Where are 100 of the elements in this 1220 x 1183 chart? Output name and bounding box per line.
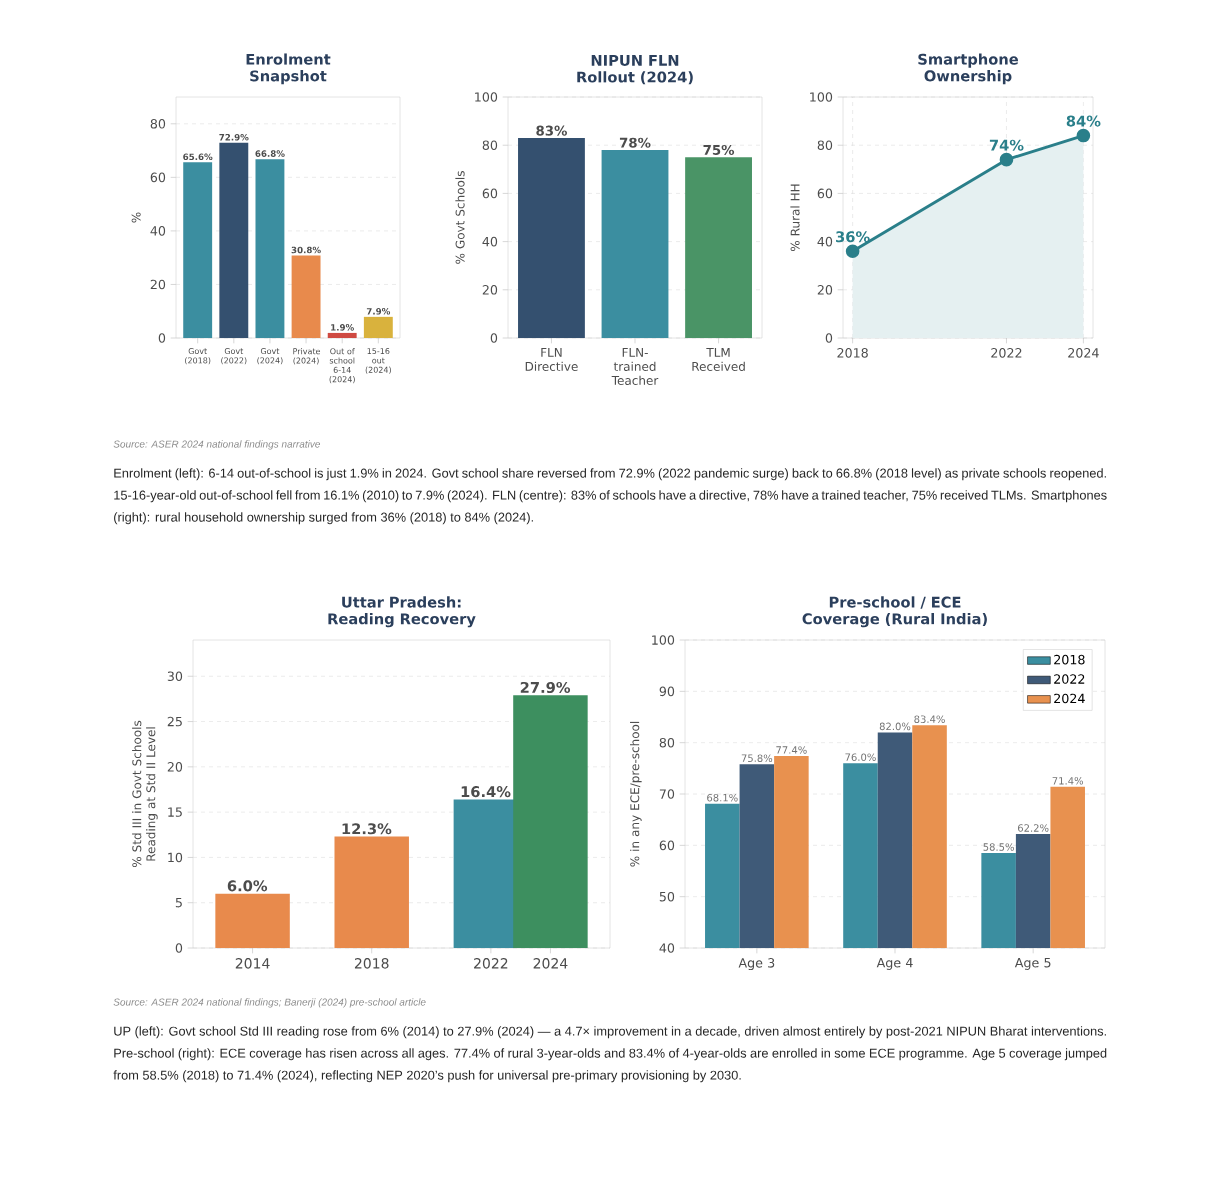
y-tick-label: 60 — [659, 840, 675, 851]
y-axis-title: % Govt Schools — [455, 171, 465, 264]
y-tick-label: 40 — [482, 236, 498, 247]
y-tick-label: 60 — [817, 188, 833, 199]
y-tick-label: 80 — [150, 119, 166, 129]
data-label: 82.0% — [879, 722, 911, 731]
y-tick-label: 10 — [168, 852, 183, 863]
y-tick-label: 60 — [150, 172, 166, 183]
data-label: 66.8% — [255, 150, 285, 157]
bar — [363, 316, 393, 339]
x-tick-label: Private (2024) — [293, 348, 321, 365]
legend-label: 2022 — [1054, 674, 1085, 684]
data-label: 65.6% — [183, 153, 213, 161]
legend-label: 2018 — [1054, 654, 1085, 665]
data-label: 78% — [619, 137, 651, 148]
data-label: 72.9% — [219, 134, 249, 141]
y-axis-title: % — [131, 212, 141, 223]
x-tick-label: Govt (2022) — [221, 348, 247, 365]
x-tick-label: FLN Directive — [525, 348, 578, 371]
bar — [183, 162, 213, 339]
y-tick-label: 20 — [150, 279, 166, 290]
y-tick-label: 80 — [659, 737, 675, 748]
bar — [255, 159, 285, 339]
y-tick-label: 50 — [659, 891, 675, 902]
x-tick-label: Govt (2018) — [185, 348, 211, 365]
source-note: Source: ASER 2024 national findings narrative — [113, 440, 321, 450]
y-tick-label: 90 — [659, 686, 675, 697]
y-tick-label: 70 — [659, 789, 675, 799]
text: Enrolment (left): 6-14 out-of-school is just 1.9% in 2024. Govt school share reversed from 72.9% (2022 pandemic surge) back to 66.8% (2018 level) as private schools reopened. 15-16-year-old out-of-school fell from 16.1% (2010) to 7.9% (2024). FLN (centre): 83% of schools have a directive, 78% have a trained teacher, 75% received TLMs. Smartphones (right): rural household ownership surged from 36% (2018) to 84% (2024). — [114, 468, 1107, 525]
data-label: 36% — [836, 231, 870, 243]
y-tick-label: 80 — [482, 140, 498, 151]
data-label: 27.9% — [520, 681, 571, 694]
bar — [219, 142, 249, 339]
data-label: 75% — [703, 144, 735, 155]
x-tick-label: 2018 — [837, 348, 868, 358]
data-label: 62.2% — [1017, 824, 1049, 832]
y-axis-title: % Std III in Govt Schools Reading at Std II Level — [132, 720, 158, 868]
x-tick-label: 15-16 out (2024) — [365, 348, 391, 374]
y-tick-label: 60 — [482, 188, 498, 199]
y-tick-label: 20 — [167, 762, 183, 772]
x-tick-label: 2024 — [1068, 348, 1099, 358]
bar — [513, 695, 588, 949]
data-label: 6.0% — [227, 880, 268, 892]
chart-title: Pre-school / ECE Coverage (Rural India) — [802, 596, 987, 628]
legend-label: 2024 — [1054, 693, 1085, 704]
y-tick-label: 20 — [817, 285, 833, 295]
y-axis-title: % in any ECE/pre-school — [630, 721, 642, 867]
y-tick-label: 0 — [175, 943, 183, 953]
data-label: 84% — [1066, 115, 1101, 127]
y-tick-label: 0 — [158, 333, 166, 343]
point — [845, 244, 860, 259]
bar — [334, 836, 409, 949]
y-tick-label: 100 — [652, 635, 675, 645]
x-tick-label: Out of school 6-14 (2024) — [329, 348, 355, 384]
data-label: 30.8% — [291, 246, 321, 254]
y-tick-label: 100 — [810, 92, 833, 102]
bar — [291, 255, 321, 339]
point — [1076, 128, 1091, 143]
y-tick-label: 80 — [817, 140, 833, 151]
y-tick-label: 40 — [817, 236, 833, 247]
chart-title: Smartphone Ownership — [918, 53, 1018, 85]
data-label: 77.4% — [776, 746, 807, 754]
data-label: 16.4% — [461, 786, 511, 798]
y-tick-label: 40 — [150, 226, 166, 236]
bar — [327, 332, 357, 339]
data-label: 7.9% — [366, 308, 391, 315]
y-tick-label: 0 — [825, 333, 833, 343]
source-note: Source: ASER 2024 national findings; Banerji (2024) pre-school article — [113, 998, 426, 1008]
y-tick-label: 0 — [490, 333, 498, 343]
data-label: 71.4% — [1052, 777, 1084, 785]
x-tick-label: Age 3 — [738, 958, 775, 971]
y-tick-label: 25 — [167, 716, 182, 727]
y-tick-label: 40 — [659, 943, 675, 953]
y-tick-label: 15 — [168, 807, 182, 817]
data-label: 83.4% — [914, 715, 945, 723]
chart-title: Enrolment Snapshot — [246, 53, 331, 85]
x-tick-label: FLN-trained Teacher — [611, 348, 659, 385]
data-label: 1.9% — [331, 324, 354, 331]
x-tick-label: 2014 — [235, 958, 270, 969]
data-label: 83% — [536, 125, 567, 136]
y-tick-label: 100 — [475, 92, 498, 102]
x-tick-label: Age 5 — [1014, 958, 1051, 970]
point — [999, 152, 1014, 167]
x-tick-label: Age 4 — [876, 958, 913, 970]
y-tick-label: 30 — [167, 671, 183, 682]
x-tick-label: 2024 — [533, 958, 568, 969]
chart-title: NIPUN FLN Rollout (2024) — [577, 55, 693, 85]
x-tick-label: Govt (2024) — [257, 348, 283, 365]
x-tick-label: 2018 — [354, 958, 389, 969]
y-tick-label: 5 — [175, 898, 182, 908]
x-tick-label: 2022 — [991, 348, 1022, 358]
data-label: 76.0% — [845, 753, 876, 761]
data-label: 58.5% — [983, 843, 1014, 851]
chart-title: Uttar Pradesh: Reading Recovery — [328, 596, 476, 628]
text: UP (left): Govt school Std III reading rose from 6% (2014) to 27.9% (2024) — a 4.7× improvement in a decade, driven almost entirely by post-2021 NIPUN Bharat interventions. Pre-school (right): ECE coverage has risen across all ages. 77.4% of rural 3-year-olds and 83.4% of 4-year-olds are enrolled in some ECE programme. Age 5 coverage jumped from 58.5% (2018) to 71.4% (2024), reflecting NEP 2020’s push for universal pre-primary provisioning by 2030. — [113, 1026, 1107, 1083]
data-label: 68.1% — [707, 793, 738, 802]
data-label: 12.3% — [342, 823, 392, 835]
data-label: 74% — [989, 139, 1024, 151]
x-tick-label: 2022 — [474, 958, 508, 969]
x-tick-label: TLM Received — [692, 348, 745, 371]
